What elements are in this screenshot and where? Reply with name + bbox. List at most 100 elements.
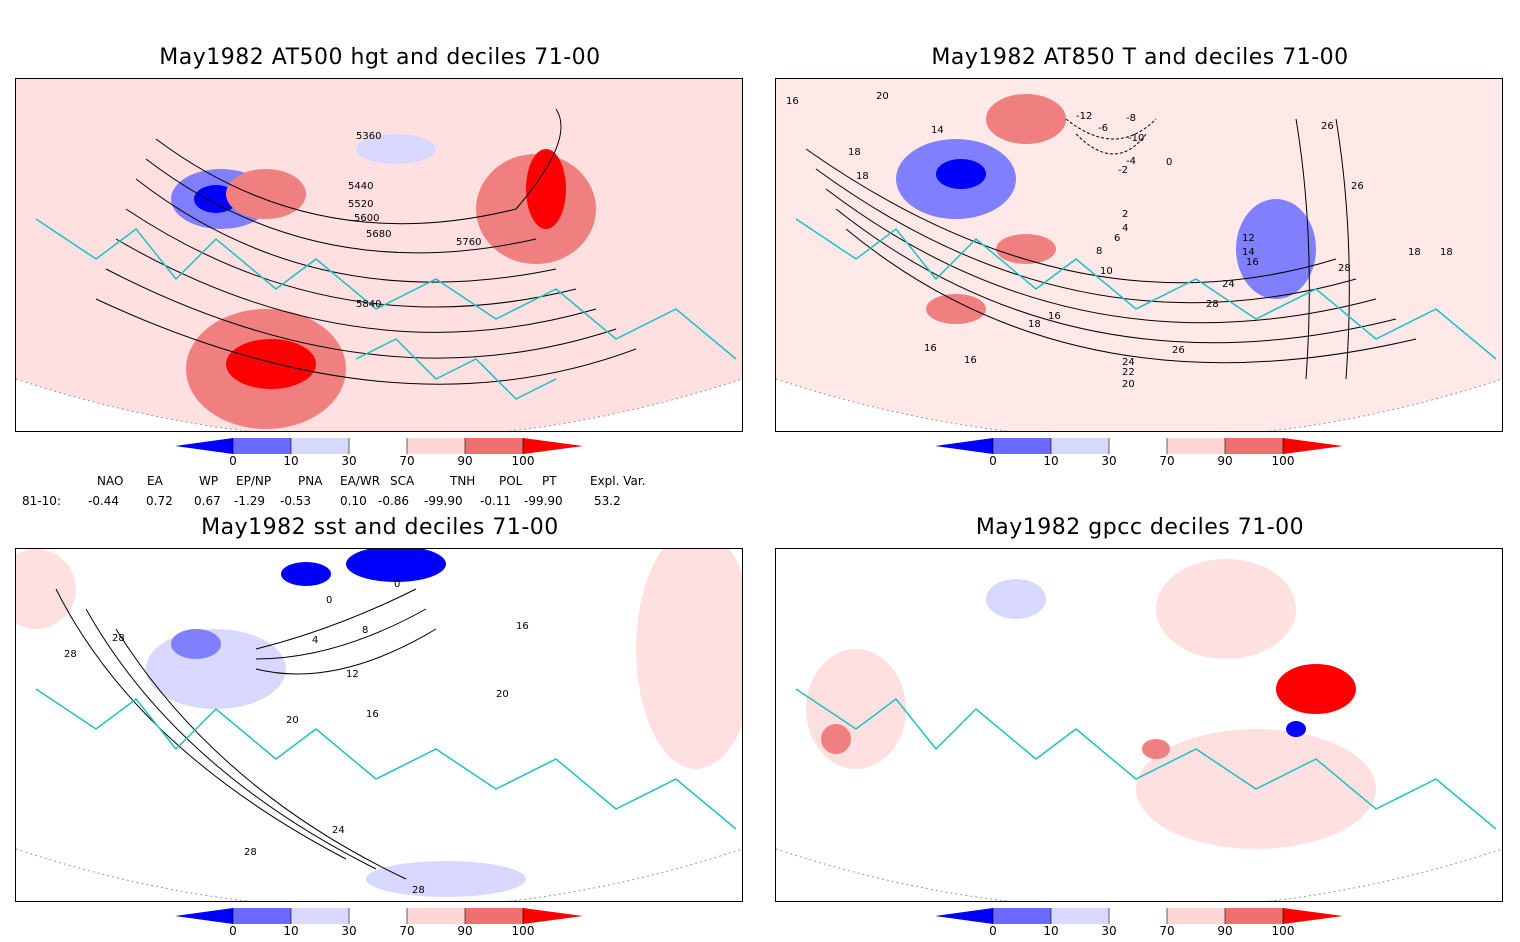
colorbar-label: 100	[1271, 924, 1295, 938]
colorbar-sst: 0 10 30 70 90 100	[175, 908, 595, 942]
colorbar-swatch	[1225, 908, 1283, 924]
index-value: -0.86	[378, 494, 410, 508]
colorbar-label: 10	[1043, 924, 1059, 938]
contour-label: 5840	[356, 299, 381, 310]
index-value: 0.67	[194, 494, 221, 508]
colorbar-t850: 0 10 30 70 90 100	[935, 438, 1355, 472]
contour-label: 24	[332, 825, 345, 836]
contour-label: 28	[64, 649, 77, 660]
colorbar-swatch	[1283, 438, 1343, 454]
colorbar-svg	[935, 908, 1343, 924]
index-header: PT	[542, 474, 557, 488]
map-gpcc	[775, 548, 1503, 902]
colorbar-label: 10	[283, 454, 299, 468]
contour-label: -4	[1126, 156, 1136, 167]
colorbar-swatch	[175, 908, 233, 924]
index-header: PNA	[298, 474, 323, 488]
contour-label: 28	[244, 847, 257, 858]
contour-label: 28	[1206, 299, 1219, 310]
contour-label: 24	[1122, 357, 1135, 368]
map-hgt500-svg: 5360 5440 5520 5600 5680 5760 5840	[16, 79, 742, 431]
contour-label: -6	[1098, 123, 1108, 134]
colorbar-swatch	[175, 438, 233, 454]
colorbar-swatch	[291, 438, 349, 454]
index-value: -0.11	[480, 494, 512, 508]
map-hgt500: 5360 5440 5520 5600 5680 5760 5840	[15, 78, 743, 432]
contour-label: -8	[1126, 113, 1136, 124]
colorbar-label: 30	[1101, 924, 1117, 938]
colorbar-swatch	[349, 908, 407, 924]
colorbar-swatch	[1109, 908, 1167, 924]
colorbar-label: 90	[1217, 454, 1233, 468]
contour-label: 16	[366, 709, 379, 720]
colorbar-swatch	[1109, 438, 1167, 454]
panel-title-sst: May1982 sst and deciles 71-00	[201, 515, 559, 540]
contour-label: 14	[931, 125, 944, 136]
contour-label: -2	[1118, 165, 1128, 176]
contour-label: 26	[1351, 181, 1364, 192]
colorbar-label: 0	[989, 454, 997, 468]
colorbar-label: 90	[457, 454, 473, 468]
index-header: EA/WR	[340, 474, 381, 488]
colorbar-swatch	[1225, 438, 1283, 454]
colorbar-swatch	[935, 908, 993, 924]
contour-label: 22	[1122, 367, 1135, 378]
colorbar-label: 100	[1271, 454, 1295, 468]
map-t850: 20 16 14 18 18 -12 -8 -10 -6 -4 -2 0 2 4…	[775, 78, 1503, 432]
contour-label: 0	[394, 579, 400, 590]
colorbar-label: 30	[1101, 454, 1117, 468]
contour-label: 26	[1172, 345, 1185, 356]
contour-label: 12	[1242, 233, 1255, 244]
colorbar-gpcc: 0 10 30 70 90 100	[935, 908, 1355, 942]
contour-label: 18	[856, 171, 869, 182]
colorbar-label: 10	[1043, 454, 1059, 468]
contour-label: 28	[112, 633, 125, 644]
panel-title-gpcc: May1982 gpcc deciles 71-00	[975, 515, 1305, 540]
colorbar-swatch	[349, 438, 407, 454]
index-header: WP	[199, 474, 219, 488]
index-value: -0.53	[280, 494, 312, 508]
contour-label: -12	[1076, 111, 1092, 122]
contour-label: 8	[1096, 246, 1102, 257]
contour-label: 8	[362, 625, 368, 636]
colorbar-label: 70	[399, 454, 415, 468]
index-value: -99.90	[424, 494, 463, 508]
contour-label: 5680	[366, 229, 391, 240]
contour-label: 16	[924, 343, 937, 354]
contour-label: 26	[1321, 121, 1334, 132]
colorbar-svg	[935, 438, 1343, 454]
contour-label: 16	[964, 355, 977, 366]
contour-label: 12	[346, 669, 359, 680]
contour-label: -10	[1128, 133, 1144, 144]
colorbar-label: 70	[1159, 454, 1175, 468]
contour-label: 16	[786, 96, 799, 107]
contour-label: 20	[876, 91, 889, 102]
colorbar-label: 30	[341, 454, 357, 468]
colorbar-swatch	[523, 438, 583, 454]
colorbar-swatch	[465, 438, 523, 454]
contour-label: 5440	[348, 181, 373, 192]
contour-label: 6	[1114, 233, 1120, 244]
index-header: NAO	[97, 474, 124, 488]
colorbar-swatch	[935, 438, 993, 454]
colorbar-label: 0	[229, 454, 237, 468]
contour-label: 28	[1338, 263, 1351, 274]
contour-label: 5760	[456, 237, 481, 248]
colorbar-label: 0	[229, 924, 237, 938]
colorbar-swatch	[1283, 908, 1343, 924]
contour-label: 18	[1028, 319, 1041, 330]
index-header: POL	[499, 474, 523, 488]
colorbar-swatch	[291, 908, 349, 924]
colorbar-swatch	[233, 908, 291, 924]
colorbar-swatch	[1167, 438, 1225, 454]
contour-label: 5360	[356, 131, 381, 142]
colorbar-swatch	[523, 908, 583, 924]
index-header: EP/NP	[236, 474, 272, 488]
colorbar-swatch	[407, 908, 465, 924]
map-t850-svg: 20 16 14 18 18 -12 -8 -10 -6 -4 -2 0 2 4…	[776, 79, 1502, 431]
colorbar-label: 100	[511, 454, 535, 468]
index-header: TNH	[450, 474, 476, 488]
index-header: EA	[147, 474, 163, 488]
contour-label: 4	[1122, 223, 1128, 234]
contour-label: 0	[326, 595, 332, 606]
